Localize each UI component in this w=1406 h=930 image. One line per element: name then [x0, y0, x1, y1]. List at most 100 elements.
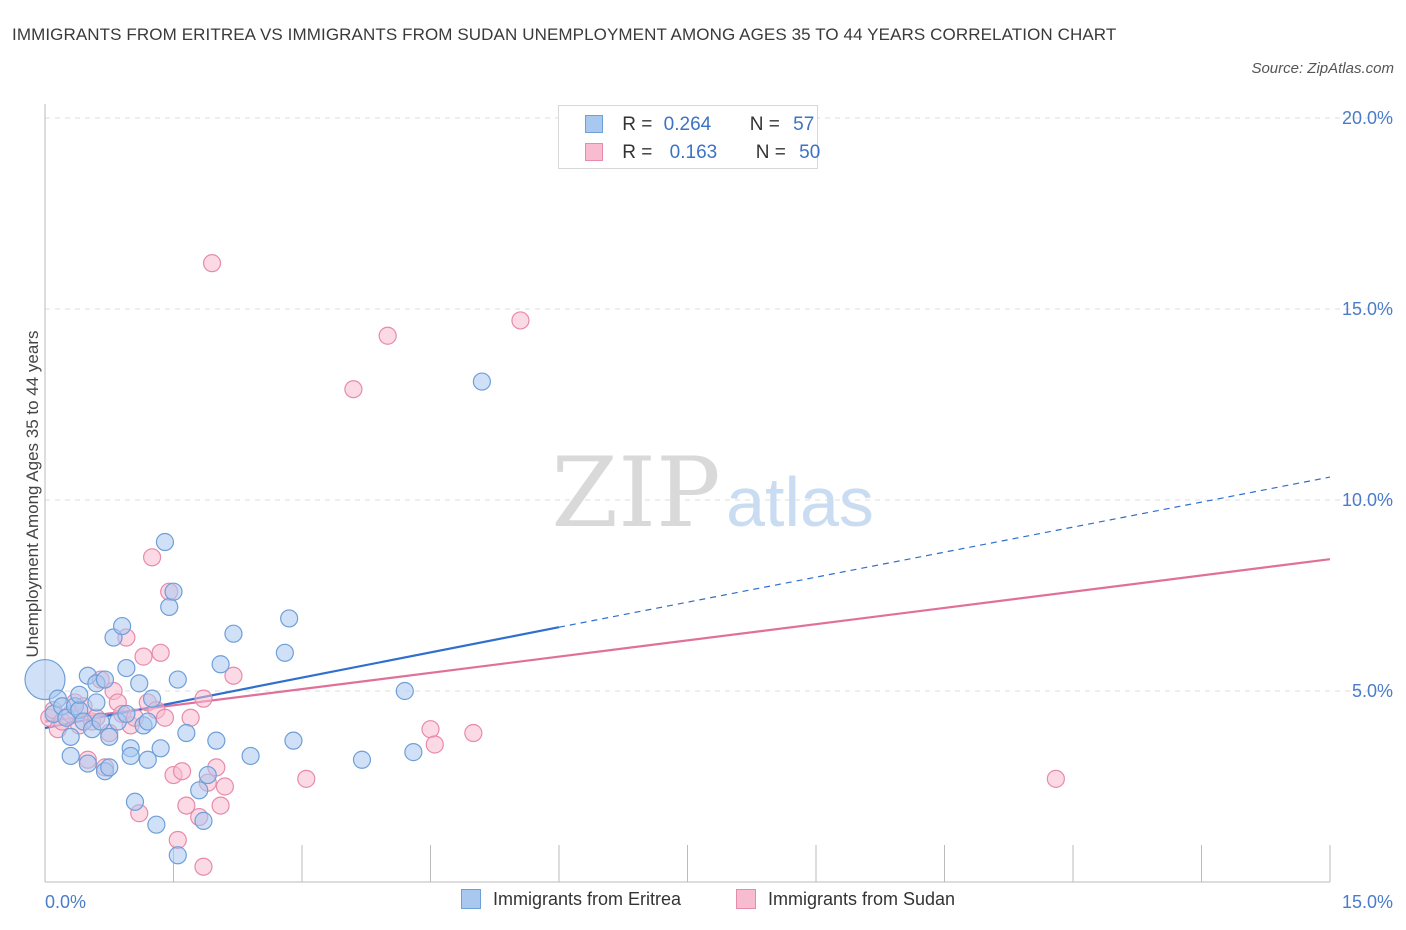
- eritrea-r-label: R =: [622, 114, 653, 135]
- sudan-point: [1046, 769, 1065, 788]
- sudan-point: [194, 857, 213, 876]
- watermark-atlas: atlas: [726, 463, 874, 541]
- eritrea-point: [61, 727, 80, 746]
- sudan-point: [172, 762, 192, 781]
- eritrea-n-value: 57: [793, 114, 815, 135]
- sudan-point: [202, 254, 222, 273]
- eritrea-points: [24, 372, 491, 865]
- eritrea-point: [168, 670, 187, 689]
- sudan-point: [224, 666, 243, 685]
- eritrea-point: [275, 643, 294, 662]
- eritrea-point: [241, 746, 260, 766]
- eritrea-point: [138, 712, 157, 731]
- eritrea-point: [151, 739, 170, 758]
- bottom-eritrea-label: Immigrants from Eritrea: [493, 889, 682, 909]
- source-label: Source: ZipAtlas.com: [1251, 60, 1394, 77]
- eritrea-swatch: [585, 115, 603, 133]
- bottom-sudan-label: Immigrants from Sudan: [768, 889, 956, 909]
- eritrea-point: [130, 674, 149, 693]
- sudan-point: [134, 647, 153, 666]
- sudan-r-value: 0.163: [669, 142, 718, 163]
- eritrea-point: [155, 532, 175, 552]
- eritrea-point: [280, 609, 299, 628]
- eritrea-point: [472, 372, 491, 391]
- eritrea-point: [87, 693, 106, 712]
- sudan-point: [464, 723, 483, 743]
- sudan-point: [177, 796, 196, 815]
- eritrea-point: [100, 758, 119, 777]
- sudan-point: [378, 326, 397, 345]
- eritrea-point: [100, 727, 119, 746]
- sudan-point: [155, 708, 175, 727]
- eritrea-n-label: N =: [749, 114, 780, 135]
- eritrea-point: [24, 658, 66, 701]
- eritrea-point: [61, 746, 80, 766]
- bottom-sudan-swatch: [736, 889, 756, 909]
- eritrea-point: [78, 754, 97, 773]
- sudan-n-value: 50: [799, 142, 821, 163]
- sudan-point: [168, 830, 187, 850]
- bottom-legend-eritrea: Immigrants from Eritrea: [461, 889, 681, 910]
- sudan-swatch: [585, 143, 603, 161]
- eritrea-point: [164, 582, 183, 601]
- tick-labels: 5.0% 10.0% 15.0% 20.0% 0.0% 15.0%: [45, 108, 1393, 912]
- eritrea-point: [160, 597, 179, 617]
- stats-legend: R = 0.264 N = 57 R = 0.163 N = 50: [558, 105, 820, 169]
- eritrea-point: [70, 685, 89, 704]
- y-tick-label: 20.0%: [1342, 108, 1393, 128]
- watermark: ZIP atlas: [551, 437, 874, 549]
- eritrea-point: [117, 704, 136, 724]
- sudan-n-label: N =: [755, 142, 786, 163]
- eritrea-point: [138, 750, 157, 769]
- eritrea-point: [142, 689, 162, 708]
- legend-row-sudan: R = 0.163 N = 50: [585, 142, 820, 166]
- eritrea-point: [125, 792, 145, 811]
- bottom-eritrea-swatch: [461, 889, 481, 909]
- y-tick-label: 15.0%: [1342, 299, 1393, 319]
- eritrea-point: [117, 658, 136, 678]
- eritrea-point: [395, 681, 414, 701]
- watermark-zip: ZIP: [551, 437, 720, 549]
- sudan-points: [40, 254, 1065, 876]
- eritrea-point: [168, 846, 187, 865]
- sudan-point: [511, 311, 530, 330]
- eritrea-point: [211, 655, 230, 674]
- sudan-point: [142, 548, 162, 567]
- sudan-r-label: R =: [622, 142, 653, 163]
- y-axis-label: Unemployment Among Ages 35 to 44 years: [23, 331, 42, 658]
- y-tick-label: 10.0%: [1342, 490, 1393, 510]
- eritrea-point: [190, 781, 209, 800]
- eritrea-point: [207, 731, 226, 750]
- eritrea-point: [112, 616, 132, 636]
- sudan-point: [194, 689, 213, 708]
- axes: [44, 104, 1331, 883]
- eritrea-trend-extension: [558, 476, 1331, 628]
- x-tick-label: 15.0%: [1342, 892, 1393, 912]
- sudan-point: [151, 643, 170, 662]
- eritrea-point: [352, 750, 372, 769]
- sudan-point: [421, 720, 440, 739]
- sudan-point: [344, 380, 363, 399]
- eritrea-point: [284, 731, 303, 750]
- sudan-point: [215, 777, 234, 796]
- eritrea-r-value: 0.264: [663, 114, 712, 135]
- eritrea-point: [404, 743, 423, 762]
- eritrea-point: [224, 624, 243, 643]
- eritrea-point: [194, 811, 213, 830]
- sudan-point: [211, 796, 230, 815]
- grid-lines: [45, 117, 1395, 692]
- eritrea-point: [177, 723, 196, 743]
- y-tick-label: 5.0%: [1352, 681, 1393, 701]
- legend-row-eritrea: R = 0.264 N = 57: [585, 114, 814, 138]
- sudan-trend-line: [44, 558, 1331, 723]
- sudan-point: [297, 769, 316, 788]
- eritrea-point: [147, 815, 166, 834]
- sudan-point: [181, 708, 200, 727]
- bottom-legend-sudan: Immigrants from Sudan: [736, 889, 955, 910]
- x-tick-label: 0.0%: [45, 892, 86, 912]
- eritrea-point: [95, 670, 115, 689]
- eritrea-point: [121, 746, 140, 766]
- eritrea-point: [198, 765, 217, 785]
- sudan-point: [425, 735, 444, 754]
